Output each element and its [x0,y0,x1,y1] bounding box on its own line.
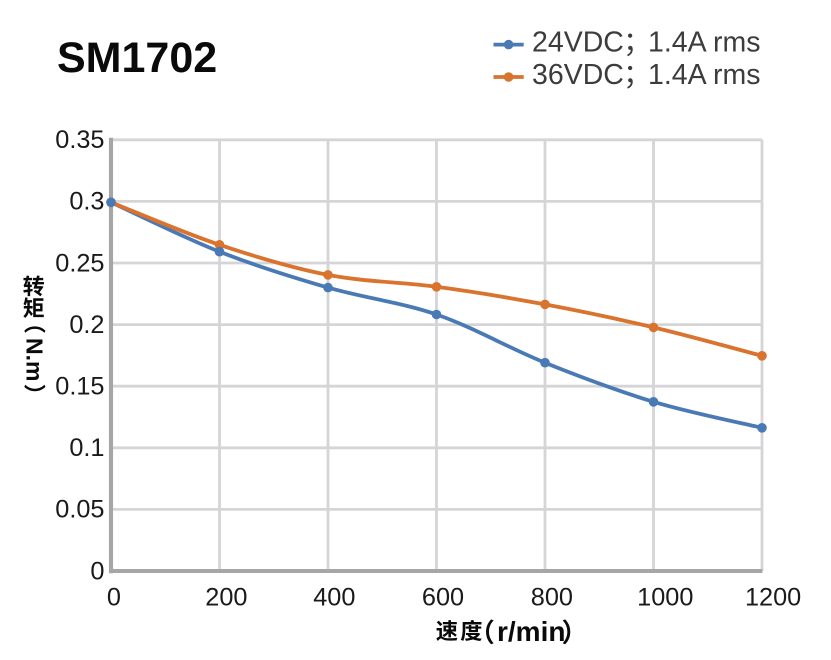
svg-text:0.1: 0.1 [69,434,104,462]
svg-text:0: 0 [107,583,121,611]
svg-text:400: 400 [313,583,355,611]
svg-text:N.m: N.m [22,338,48,381]
svg-text:SM1702: SM1702 [57,34,217,82]
svg-text:0.2: 0.2 [69,311,104,339]
svg-text:0.25: 0.25 [55,249,104,277]
svg-text:1.4A rms: 1.4A rms [648,59,760,91]
svg-text:0: 0 [90,557,104,585]
svg-text:0.15: 0.15 [55,373,104,401]
svg-text:36VDC: 36VDC [532,59,624,91]
svg-text:200: 200 [205,583,247,611]
svg-text:r/min: r/min [497,616,565,647]
svg-text:1000: 1000 [637,583,693,611]
svg-text:800: 800 [531,583,573,611]
svg-text:600: 600 [422,583,464,611]
svg-text:1.4A rms: 1.4A rms [648,27,760,59]
svg-text:0.35: 0.35 [55,126,104,154]
svg-text:24VDC: 24VDC [532,27,624,59]
svg-text:1200: 1200 [745,583,801,611]
svg-text:0.05: 0.05 [55,496,104,524]
svg-text:0.3: 0.3 [69,188,104,216]
